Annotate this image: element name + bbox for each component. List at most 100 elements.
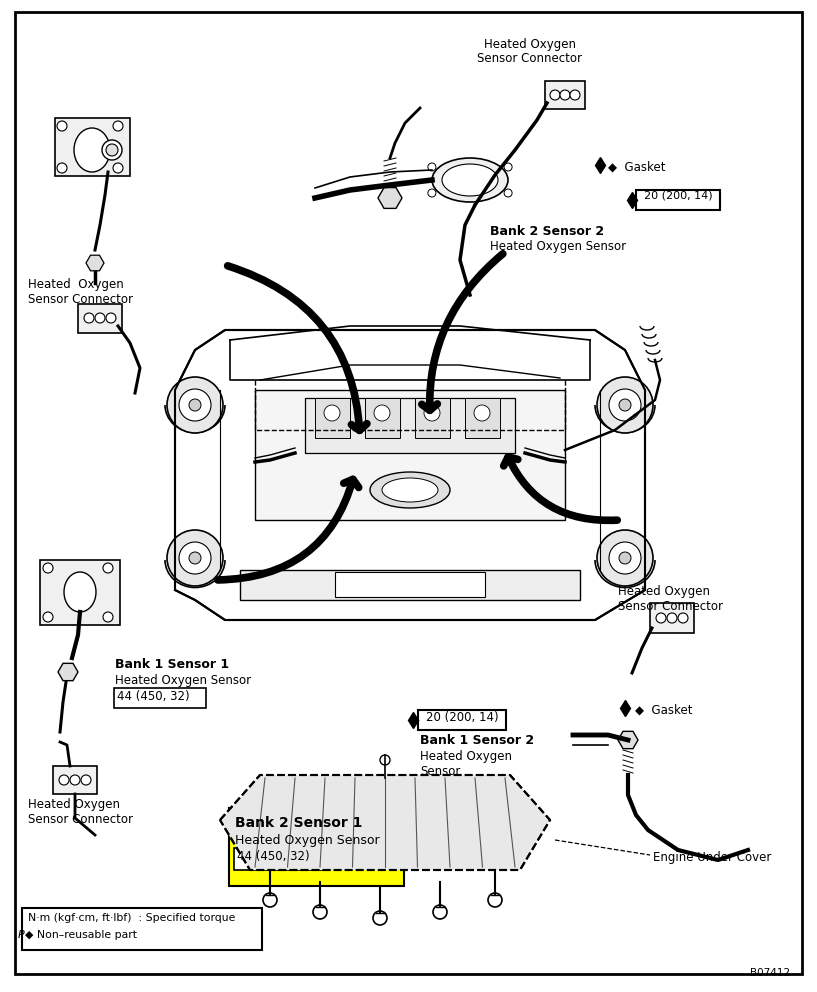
Circle shape [189,399,201,411]
Text: 20 (200, 14): 20 (200, 14) [426,711,498,724]
Circle shape [433,905,447,919]
Bar [335,572,485,597]
Bar [315,398,350,438]
Circle shape [488,893,502,907]
Bar [650,603,694,633]
Text: 44 (450, 32): 44 (450, 32) [237,850,310,863]
Ellipse shape [370,472,450,508]
Circle shape [428,163,436,171]
Bar [418,710,506,730]
Circle shape [570,90,580,100]
Circle shape [179,389,211,421]
Circle shape [167,377,223,433]
Polygon shape [618,731,638,749]
Circle shape [57,163,67,173]
Ellipse shape [64,572,96,612]
Circle shape [560,90,570,100]
Circle shape [113,121,123,131]
Circle shape [103,612,113,622]
Circle shape [313,905,327,919]
Circle shape [106,313,116,323]
Circle shape [102,140,122,160]
Circle shape [95,313,105,323]
Polygon shape [378,187,402,208]
Bar [465,398,500,438]
Ellipse shape [382,478,438,502]
Text: 44 (450, 32): 44 (450, 32) [117,690,190,703]
Bar [415,398,450,438]
Ellipse shape [432,158,508,202]
Text: Heated Oxygen: Heated Oxygen [28,798,120,811]
Text: N·m (kgf·cm, ft·lbf)  : Specified torque: N·m (kgf·cm, ft·lbf) : Specified torque [28,913,235,923]
Circle shape [474,405,490,421]
Text: Heated Oxygen Sensor: Heated Oxygen Sensor [115,674,251,687]
Bar [240,570,580,600]
Bar [114,688,206,708]
Text: Heated Oxygen Sensor: Heated Oxygen Sensor [490,240,626,253]
Text: Engine Under Cover: Engine Under Cover [653,851,771,864]
FancyArrowPatch shape [422,254,502,411]
Circle shape [373,911,387,925]
Text: Heated Oxygen Sensor: Heated Oxygen Sensor [234,834,379,847]
Circle shape [179,542,211,574]
Circle shape [70,775,80,785]
Circle shape [609,389,641,421]
Bar [234,848,330,871]
Circle shape [550,90,560,100]
Circle shape [324,405,340,421]
Circle shape [678,613,688,623]
Circle shape [597,530,653,586]
Text: Bank 2 Sensor 1: Bank 2 Sensor 1 [234,816,362,830]
Polygon shape [220,775,550,870]
Text: ◆  Gasket: ◆ Gasket [635,704,693,717]
Text: Sensor Connector: Sensor Connector [28,293,133,306]
Bar [545,81,585,109]
Text: Heated Oxygen: Heated Oxygen [618,585,710,598]
Bar [365,398,400,438]
Polygon shape [175,330,645,620]
Circle shape [380,755,390,765]
Circle shape [189,552,201,564]
Text: ◆ Non–reusable part: ◆ Non–reusable part [25,930,137,940]
Bar [78,304,122,333]
FancyArrowPatch shape [504,457,617,521]
Ellipse shape [74,128,110,172]
Bar [255,390,565,520]
Circle shape [81,775,91,785]
Circle shape [263,893,277,907]
Text: Sensor Connector: Sensor Connector [477,52,583,65]
FancyArrowPatch shape [218,479,359,580]
Text: Heated  Oxygen: Heated Oxygen [28,278,123,291]
Text: B07412: B07412 [750,968,790,978]
Circle shape [619,399,631,411]
Text: Bank 1 Sensor 1: Bank 1 Sensor 1 [115,658,229,671]
Text: Heated Oxygen: Heated Oxygen [420,750,512,763]
Circle shape [667,613,677,623]
Bar [53,766,97,794]
Circle shape [597,377,653,433]
Polygon shape [58,664,78,681]
Circle shape [428,189,436,197]
Circle shape [374,405,390,421]
Text: Bank 1 Sensor 2: Bank 1 Sensor 2 [420,734,534,747]
Circle shape [424,405,440,421]
Circle shape [619,552,631,564]
Text: Heated Oxygen: Heated Oxygen [484,38,576,51]
FancyArrowPatch shape [228,266,367,431]
Text: P: P [18,930,25,940]
Circle shape [656,613,666,623]
Circle shape [504,189,512,197]
Circle shape [59,775,69,785]
Text: Sensor Connector: Sensor Connector [28,813,133,826]
Circle shape [167,530,223,586]
Text: 20 (200, 14): 20 (200, 14) [644,191,712,201]
Bar [40,560,120,625]
Polygon shape [86,255,104,271]
Text: ◆  Gasket: ◆ Gasket [608,161,666,174]
Circle shape [103,563,113,573]
Text: Sensor: Sensor [420,765,460,778]
Bar [55,118,130,176]
Bar [22,908,262,950]
Circle shape [43,612,53,622]
Circle shape [43,563,53,573]
